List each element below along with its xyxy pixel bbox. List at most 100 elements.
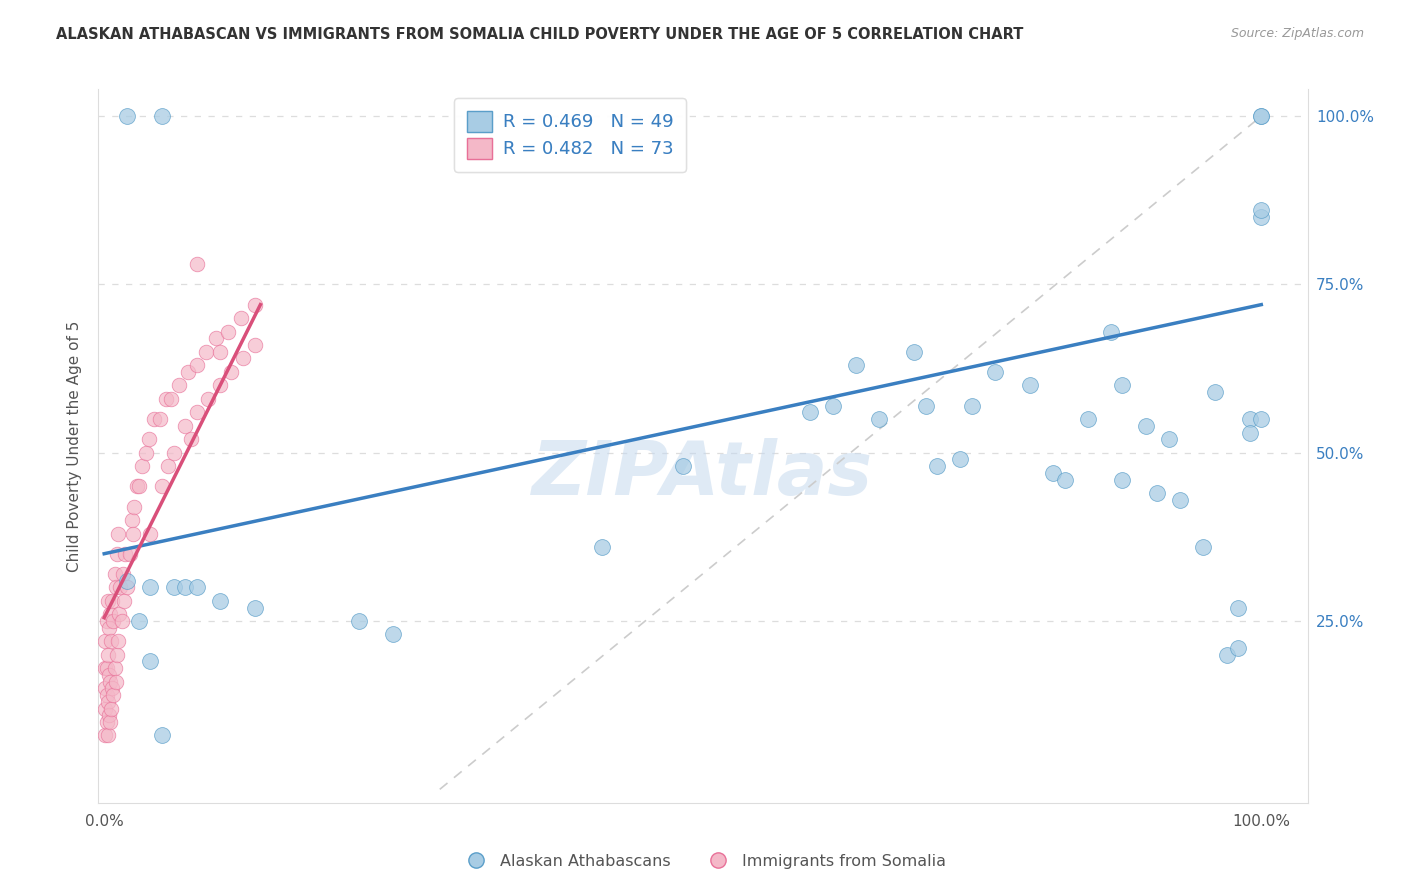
Point (103, 614, 125, 628)
Point (243, 600, 266, 615)
Point (1099, 325, 1122, 339)
Point (150, 479, 173, 493)
Point (186, 580, 208, 594)
Point (97, 695, 120, 709)
Point (221, 365, 243, 379)
Point (1042, 466, 1064, 480)
Point (960, 399, 983, 413)
Point (107, 526, 129, 541)
Point (94, 701, 117, 715)
Text: Source: ZipAtlas.com: Source: ZipAtlas.com (1230, 27, 1364, 40)
Point (105, 648, 128, 662)
Point (97, 648, 120, 662)
Point (112, 594, 135, 608)
Text: ZIPAtlas: ZIPAtlas (533, 438, 873, 511)
Point (1250, 109, 1272, 123)
Point (174, 418, 197, 433)
Point (104, 580, 127, 594)
Point (1250, 412, 1272, 426)
Point (117, 574, 139, 588)
Point (94, 634, 117, 648)
Point (799, 405, 821, 419)
Point (150, 729, 173, 743)
Point (243, 298, 266, 312)
Point (845, 358, 868, 372)
Point (139, 655, 162, 669)
Point (186, 358, 208, 372)
Point (208, 378, 231, 392)
Point (94, 681, 117, 696)
Point (143, 412, 166, 426)
Point (122, 526, 145, 541)
Point (243, 338, 266, 352)
Point (1204, 385, 1226, 400)
Point (162, 580, 184, 594)
Point (96, 661, 118, 675)
Point (1250, 210, 1272, 224)
Point (131, 459, 153, 474)
Point (1077, 412, 1099, 426)
Point (1157, 432, 1180, 446)
Point (98, 714, 121, 729)
Point (104, 674, 127, 689)
Point (169, 378, 191, 392)
Point (1111, 473, 1133, 487)
Y-axis label: Child Poverty Under the Age of 5: Child Poverty Under the Age of 5 (66, 320, 82, 572)
Point (347, 614, 370, 628)
Point (1250, 109, 1272, 123)
Point (117, 580, 139, 594)
Point (1168, 492, 1191, 507)
Point (229, 311, 252, 326)
Point (111, 566, 134, 581)
Point (128, 614, 150, 628)
Point (217, 325, 239, 339)
Point (139, 580, 162, 594)
Point (1215, 648, 1237, 662)
Point (1239, 412, 1261, 426)
Point (101, 594, 124, 608)
Point (914, 399, 936, 413)
Point (984, 365, 1007, 379)
Legend: Alaskan Athabascans, Immigrants from Somalia: Alaskan Athabascans, Immigrants from Som… (453, 847, 953, 875)
Point (125, 479, 148, 493)
Point (1239, 425, 1261, 440)
Point (949, 452, 972, 467)
Point (180, 432, 202, 446)
Point (138, 432, 160, 446)
Point (160, 392, 183, 406)
Point (208, 344, 231, 359)
Point (124, 500, 146, 514)
Point (107, 634, 129, 648)
Point (205, 331, 228, 345)
Point (114, 547, 136, 561)
Point (1192, 540, 1215, 554)
Point (98, 607, 121, 622)
Point (208, 594, 231, 608)
Point (96, 614, 118, 628)
Point (101, 681, 124, 696)
Point (186, 405, 208, 419)
Point (103, 688, 125, 702)
Point (97, 708, 120, 723)
Point (174, 580, 197, 594)
Point (94, 661, 117, 675)
Point (97, 621, 120, 635)
Point (104, 566, 127, 581)
Point (903, 344, 925, 359)
Point (1018, 378, 1040, 392)
Point (1135, 418, 1157, 433)
Point (155, 392, 177, 406)
Point (1111, 378, 1133, 392)
Text: ALASKAN ATHABASCAN VS IMMIGRANTS FROM SOMALIA CHILD POVERTY UNDER THE AGE OF 5 C: ALASKAN ATHABASCAN VS IMMIGRANTS FROM SO… (56, 27, 1024, 42)
Point (100, 634, 122, 648)
Point (110, 614, 132, 628)
Point (591, 540, 613, 554)
Point (118, 547, 141, 561)
Point (110, 580, 132, 594)
Point (150, 109, 173, 123)
Point (232, 351, 254, 366)
Point (927, 459, 949, 474)
Point (108, 607, 131, 622)
Point (135, 446, 157, 460)
Point (1250, 203, 1272, 218)
